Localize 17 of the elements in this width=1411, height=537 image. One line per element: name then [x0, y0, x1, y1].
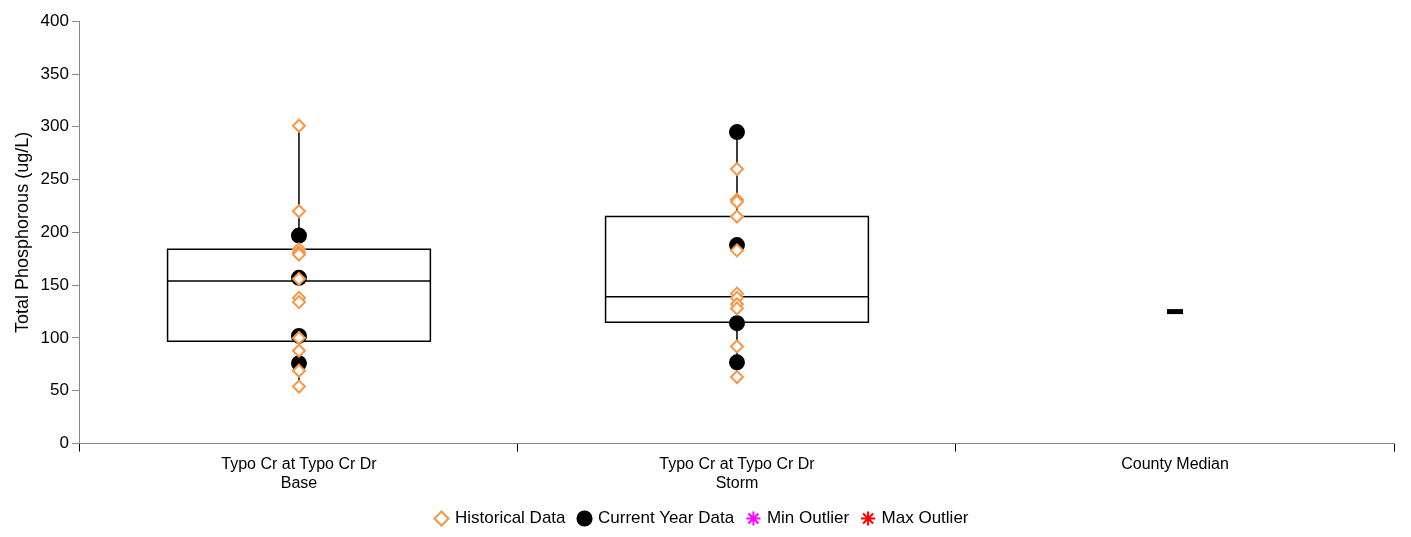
- legend-label: Current Year Data: [598, 508, 735, 528]
- y-tick-label: 100: [40, 327, 69, 347]
- y-tick-label: 400: [40, 10, 69, 30]
- legend-label: Max Outlier: [881, 508, 969, 528]
- y-tick-label: 0: [59, 433, 69, 453]
- y-tick-label: 300: [40, 116, 69, 136]
- x-tick-label: County Median: [1121, 454, 1229, 472]
- x-tick-label: Typo Cr at Typo Cr Dr Storm: [659, 454, 816, 491]
- x-tick-label: Typo Cr at Typo Cr Dr Base: [221, 454, 378, 491]
- legend-label: Historical Data: [454, 508, 567, 528]
- y-tick-label: 200: [40, 222, 69, 242]
- y-tick-label: 350: [40, 63, 69, 83]
- y-tick-label: 250: [40, 169, 69, 189]
- y-tick-label: 150: [40, 274, 69, 294]
- y-tick-label: 50: [50, 380, 69, 400]
- legend-label: Min Outlier: [766, 508, 850, 528]
- y-axis-title: Total Phosphorous (ug/L): [11, 131, 32, 333]
